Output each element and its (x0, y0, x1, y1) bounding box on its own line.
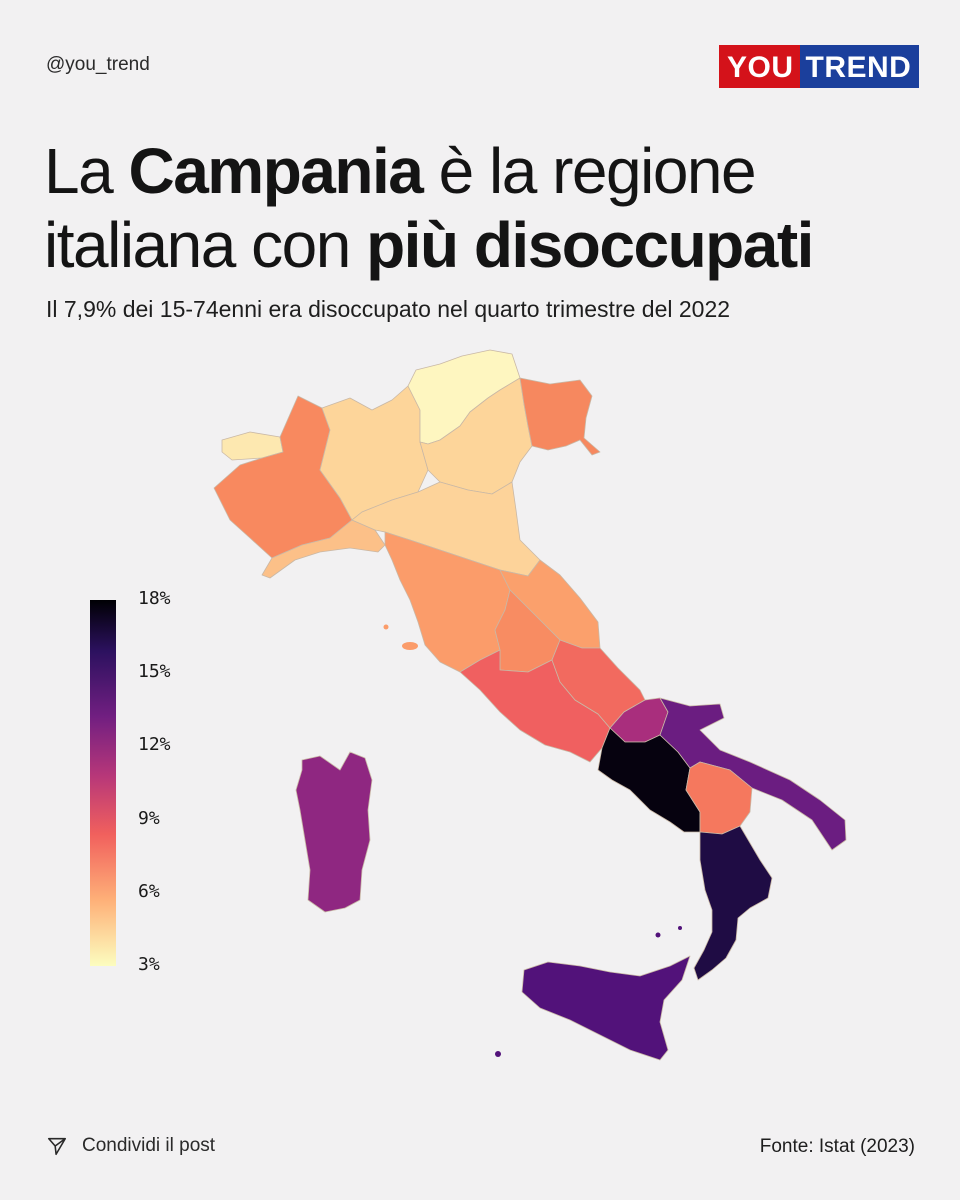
legend-tick-label: 15% (138, 661, 171, 683)
title-bold-2: più disoccupati (366, 209, 814, 281)
region-friuli (519, 377, 601, 456)
region-sicilia (521, 955, 691, 1061)
region-calabria (693, 825, 773, 981)
logo-trend: TREND (799, 45, 920, 88)
legend-tick-label: 6% (138, 880, 160, 902)
send-icon (47, 1137, 67, 1156)
share-post-button[interactable]: Condividi il post (46, 1135, 215, 1157)
tuscan-islands (383, 624, 418, 650)
region-lombardia (319, 385, 429, 521)
legend-tick-label: 3% (138, 954, 160, 975)
source-credit: Fonte: Istat (2023) (759, 1136, 915, 1157)
sicilian-islands (495, 926, 682, 1057)
region-sardegna (295, 751, 373, 913)
title-part-1: La (44, 135, 129, 207)
region-puglia (659, 697, 847, 851)
title-part-2: è la regione italiana con (44, 135, 757, 281)
account-handle: @you_trend (46, 54, 150, 75)
logo-you: YOU (719, 45, 800, 88)
legend-tick-label: 12% (138, 734, 171, 756)
legend-tick-label: 9% (138, 807, 160, 829)
share-post-label: Condividi il post (82, 1135, 216, 1156)
subtitle: Il 7,9% dei 15-74enni era disoccupato ne… (46, 296, 731, 322)
title-bold-1: Campania (128, 135, 423, 207)
italy-choropleth-map (213, 349, 847, 1061)
youtrend-logo: YOU TREND (719, 45, 920, 88)
legend-tick-label: 18% (138, 588, 171, 609)
page-title: La Campania è la regione italiana con pi… (44, 134, 924, 282)
legend-color-bar (90, 600, 116, 966)
